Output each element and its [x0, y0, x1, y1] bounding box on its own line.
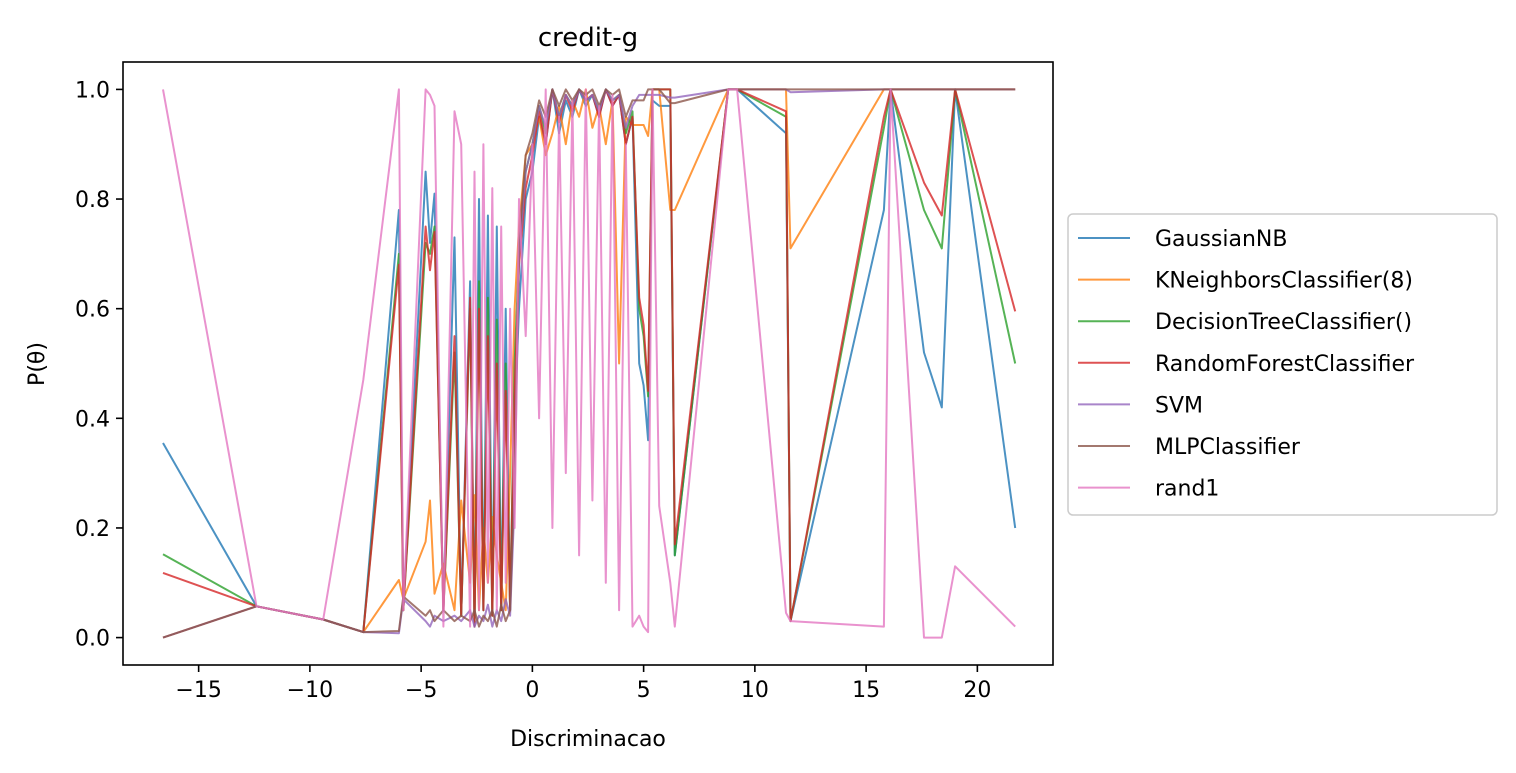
- y-axis: 0.0 0.2 0.4 0.6 0.8 1.0: [75, 78, 123, 652]
- x-tick-label: −15: [175, 678, 221, 703]
- y-tick-label: 0.2: [75, 517, 110, 542]
- legend-label: SVM: [1155, 393, 1203, 418]
- x-tick-label: 10: [741, 678, 769, 703]
- y-tick-label: 0.0: [75, 627, 110, 652]
- series-layer: [162, 88, 1017, 639]
- x-tick-label: −5: [405, 678, 437, 703]
- x-tick-label: 5: [637, 678, 651, 703]
- series-line-rand1: [162, 88, 1016, 639]
- legend-label: DecisionTreeClassifier(): [1155, 310, 1412, 335]
- plot-frame: [122, 61, 1054, 666]
- series-line-svm: [162, 88, 1016, 639]
- x-tick-label: 20: [963, 678, 991, 703]
- x-tick-label: −10: [287, 678, 333, 703]
- y-axis-label: P(θ): [25, 342, 50, 386]
- chart-title: credit-g: [538, 23, 638, 53]
- legend-frame: [1067, 213, 1498, 516]
- legend: GaussianNB KNeighborsClassifier(8) Decisio…: [1067, 213, 1498, 516]
- x-tick-label: 0: [525, 678, 539, 703]
- x-tick-label: 15: [852, 678, 880, 703]
- series-line-mlpclassifier: [162, 88, 1016, 639]
- y-tick-label: 0.4: [75, 407, 110, 432]
- legend-label: MLPClassifier: [1155, 435, 1301, 460]
- legend-label: RandomForestClassifier: [1155, 352, 1415, 377]
- y-tick-label: 1.0: [75, 78, 110, 103]
- x-axis-label: Discriminacao: [510, 727, 666, 752]
- legend-label: KNeighborsClassifier(8): [1155, 269, 1413, 294]
- x-axis: −15 −10 −5 0 5 10 15 20: [175, 665, 991, 703]
- y-tick-label: 0.8: [75, 188, 110, 213]
- legend-label: GaussianNB: [1155, 227, 1287, 252]
- legend-label: rand1: [1155, 477, 1219, 502]
- series-line-kneighborsclassifier-8: [162, 88, 1016, 639]
- y-tick-label: 0.6: [75, 298, 110, 323]
